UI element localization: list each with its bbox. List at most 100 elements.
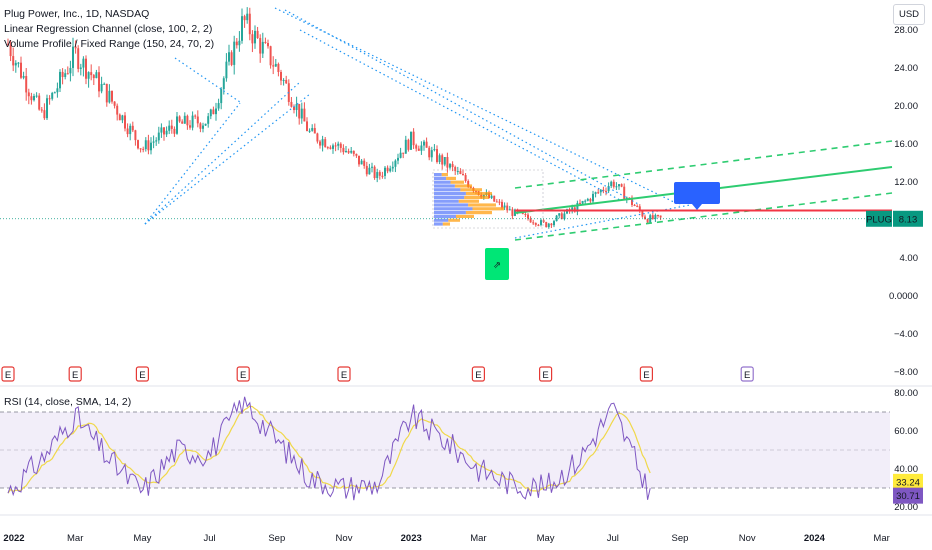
candle-body (402, 152, 405, 154)
candle-body (342, 147, 345, 153)
candle-body (14, 62, 17, 66)
candle-body (558, 213, 561, 216)
candle-body (300, 108, 303, 119)
volume-profile-down-bar (442, 222, 450, 226)
candle-body (493, 195, 496, 202)
candle-body (553, 221, 555, 226)
earnings-marker-label: E (240, 370, 246, 381)
earnings-marker[interactable] (337, 366, 351, 382)
regression-upper-line[interactable] (514, 140, 893, 189)
earnings-marker[interactable] (639, 366, 654, 382)
candle-body (280, 72, 282, 81)
candle-body (178, 116, 181, 122)
trend-line[interactable] (174, 57, 241, 103)
earnings-marker[interactable] (68, 366, 82, 382)
volume-profile-down-bar (448, 218, 460, 222)
candle-body (612, 181, 615, 187)
candle-body (53, 92, 56, 94)
trend-line[interactable] (284, 9, 641, 206)
volume-profile-up-bar (434, 192, 466, 196)
earnings-marker[interactable] (471, 366, 485, 382)
candle-body (651, 215, 654, 219)
candle-body (85, 58, 87, 79)
candle-body (59, 71, 61, 89)
callout-box[interactable] (674, 182, 720, 204)
trend-line[interactable] (144, 81, 301, 225)
candle-body (246, 13, 249, 21)
regression-legend[interactable]: Linear Regression Channel (close, 100, 2… (4, 23, 213, 35)
candle-body (77, 48, 80, 69)
candle-body (72, 46, 74, 68)
candle-body (371, 166, 373, 168)
candle-body (87, 72, 90, 79)
candle-body (449, 164, 451, 168)
buy-flag-marker[interactable] (485, 248, 509, 280)
rsi-ma-tag-bg (893, 473, 923, 490)
earnings-marker[interactable] (236, 366, 250, 382)
candle-body (537, 224, 540, 226)
currency-button[interactable]: USD (893, 4, 925, 25)
candle-body (254, 30, 256, 44)
volume-profile-up-bar (434, 176, 447, 180)
candle-body (251, 34, 254, 44)
candle-body (274, 63, 277, 67)
earnings-marker[interactable] (135, 366, 149, 382)
candle-body (313, 128, 316, 134)
candle-body (241, 16, 243, 41)
earnings-marker[interactable] (538, 366, 553, 382)
candle-body (7, 44, 9, 46)
price-tag-value-bg (893, 210, 923, 227)
candle-body (420, 145, 423, 151)
candle-body (181, 121, 184, 124)
earnings-marker-label: E (542, 370, 548, 381)
rsi-axis-tick: 80.00 (894, 388, 918, 399)
candle-body (376, 172, 379, 178)
candle-body (12, 56, 15, 66)
price-axis-tick: 28.00 (894, 25, 918, 36)
earnings-marker[interactable] (740, 366, 754, 382)
candle-body (186, 115, 189, 126)
candle-body (438, 155, 441, 162)
candle-body (233, 41, 236, 65)
candle-body (290, 101, 293, 107)
rsi-legend[interactable]: RSI (14, close, SMA, 14, 2) (4, 396, 132, 408)
candle-body (142, 148, 145, 150)
candle-body (620, 184, 623, 187)
candle-body (22, 76, 25, 78)
trend-line[interactable] (144, 102, 241, 225)
candle-body (105, 83, 108, 103)
candle-body (170, 125, 173, 129)
candle-body (384, 167, 386, 176)
volume-profile-down-bar (465, 211, 492, 215)
volume-profile-legend[interactable]: Volume Profile / Fixed Range (150, 24, 7… (4, 38, 215, 50)
candle-body (391, 166, 394, 169)
candle-body (199, 123, 202, 129)
candle-body (220, 89, 223, 104)
candle-body (433, 149, 436, 151)
candle-body (329, 147, 332, 149)
trend-line[interactable] (299, 29, 621, 201)
candle-body (267, 43, 269, 47)
trend-line[interactable] (144, 93, 311, 225)
symbol-legend[interactable]: Plug Power, Inc., 1D, NASDAQ (4, 8, 150, 20)
candle-body (345, 151, 347, 153)
regression-lower-line[interactable] (514, 192, 893, 241)
candle-body (144, 140, 147, 150)
candle-body (282, 79, 285, 81)
volume-profile-up-bar (434, 188, 461, 192)
time-axis-tick: Mar (470, 533, 486, 544)
candle-body (64, 73, 67, 77)
candle-body (43, 110, 46, 119)
volume-profile-up-bar (434, 180, 451, 184)
time-axis-tick: 2024 (804, 533, 826, 544)
candle-body (441, 155, 444, 165)
time-axis-tick: Mar (67, 533, 83, 544)
trend-line[interactable] (274, 7, 681, 206)
candle-body (235, 41, 238, 46)
candle-body (134, 130, 137, 141)
rsi-line[interactable] (7, 396, 651, 501)
candle-body (394, 160, 397, 167)
earnings-marker[interactable] (1, 366, 15, 382)
candle-body (545, 222, 548, 228)
